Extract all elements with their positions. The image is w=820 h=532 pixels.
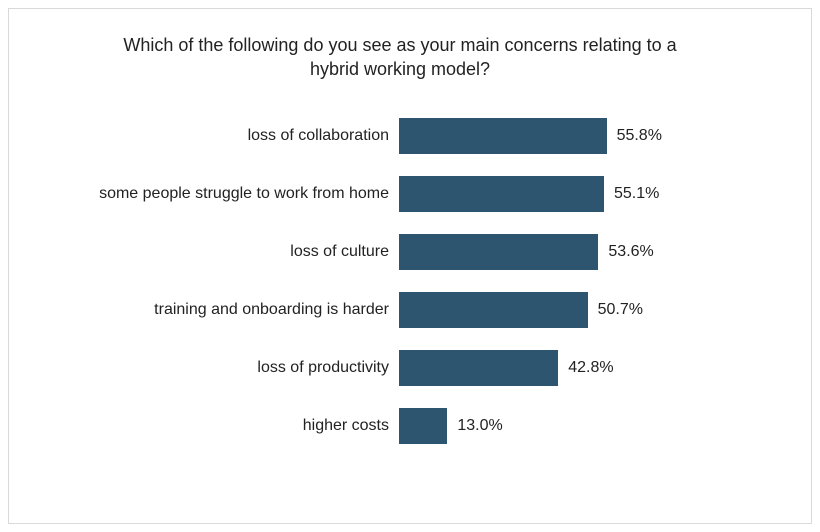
bar-fill — [399, 350, 558, 386]
bar-fill — [399, 176, 604, 212]
chart-title: Which of the following do you see as you… — [100, 33, 700, 82]
bar-label: higher costs — [29, 416, 399, 435]
bar-fill — [399, 408, 447, 444]
bar-track: 55.8% — [399, 118, 771, 154]
bar-value: 55.8% — [617, 127, 662, 145]
chart-frame: Which of the following do you see as you… — [8, 8, 812, 524]
bar-value: 42.8% — [568, 359, 613, 377]
bar-row: higher costs 13.0% — [29, 408, 771, 444]
bar-value: 50.7% — [598, 301, 643, 319]
bar-value: 55.1% — [614, 185, 659, 203]
bar-row: training and onboarding is harder 50.7% — [29, 292, 771, 328]
bar-value: 13.0% — [457, 417, 502, 435]
bar-label: loss of collaboration — [29, 126, 399, 145]
bar-track: 50.7% — [399, 292, 771, 328]
bar-row: loss of culture 53.6% — [29, 234, 771, 270]
chart-body: loss of collaboration 55.8% some people … — [29, 118, 771, 499]
bar-label: loss of productivity — [29, 358, 399, 377]
bar-label: training and onboarding is harder — [29, 300, 399, 319]
bar-track: 42.8% — [399, 350, 771, 386]
bar-track: 53.6% — [399, 234, 771, 270]
bar-fill — [399, 118, 607, 154]
bar-track: 13.0% — [399, 408, 771, 444]
bar-row: loss of collaboration 55.8% — [29, 118, 771, 154]
bar-row: some people struggle to work from home 5… — [29, 176, 771, 212]
bar-label: loss of culture — [29, 242, 399, 261]
bar-label: some people struggle to work from home — [29, 184, 399, 203]
bar-fill — [399, 292, 588, 328]
bar-fill — [399, 234, 598, 270]
bar-value: 53.6% — [608, 243, 653, 261]
bar-row: loss of productivity 42.8% — [29, 350, 771, 386]
bar-track: 55.1% — [399, 176, 771, 212]
